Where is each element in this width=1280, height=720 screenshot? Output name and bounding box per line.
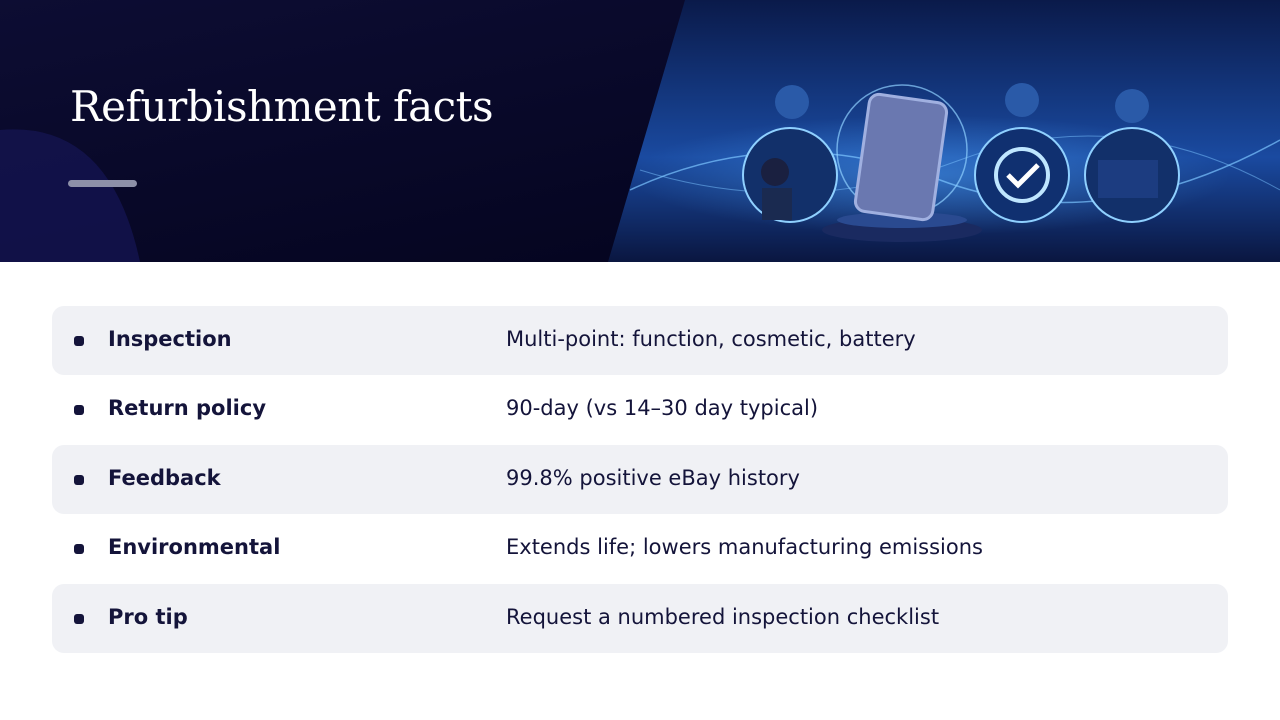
title-underline bbox=[68, 180, 137, 187]
table-row: Return policy 90-day (vs 14–30 day typica… bbox=[52, 375, 1228, 444]
row-label: Return policy bbox=[108, 396, 267, 421]
table-row: Inspection Multi-point: function, cosmeti… bbox=[52, 306, 1228, 376]
row-label: Environmental bbox=[108, 535, 281, 560]
row-value: Multi-point: function, cosmetic, battery bbox=[506, 327, 916, 351]
table-row: Feedback 99.8% positive eBay history bbox=[52, 444, 1228, 515]
bullet bbox=[74, 613, 84, 624]
bullet bbox=[74, 474, 84, 485]
header-banner bbox=[0, 0, 1280, 262]
bullet bbox=[74, 405, 84, 416]
row-value: 99.8% positive eBay history bbox=[506, 465, 800, 490]
slide-title: Refurbishment facts bbox=[70, 82, 494, 131]
bullet bbox=[74, 544, 84, 555]
row-label: Inspection bbox=[108, 327, 232, 351]
table-row: Pro tip Request a numbered inspection che… bbox=[52, 583, 1228, 653]
facts-table: Inspection Multi-point: function, cosmeti… bbox=[52, 306, 1228, 653]
table-row: Environmental Extends life; lowers manufa… bbox=[52, 514, 1228, 583]
bullet bbox=[74, 336, 84, 346]
row-value: Request a numbered inspection checklist bbox=[506, 604, 940, 629]
row-value: Extends life; lowers manufacturing emiss… bbox=[506, 535, 983, 560]
row-label: Pro tip bbox=[108, 604, 188, 629]
row-value: 90-day (vs 14–30 day typical) bbox=[506, 396, 819, 421]
row-label: Feedback bbox=[108, 465, 221, 490]
